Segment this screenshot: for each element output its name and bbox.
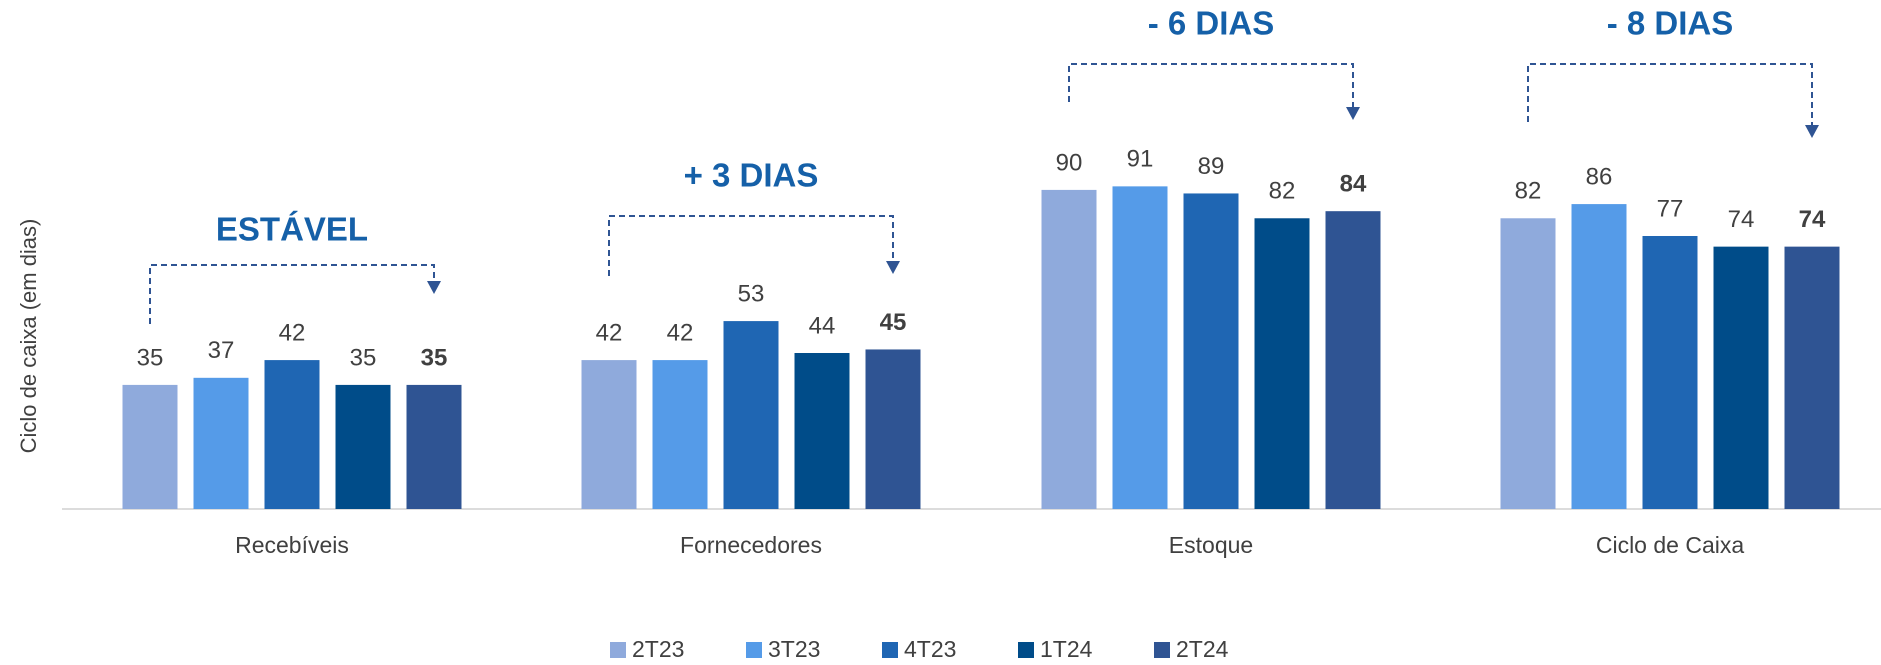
x-tick-label: Fornecedores (680, 532, 822, 558)
data-label: 42 (279, 319, 306, 346)
bracket (149, 264, 435, 324)
legend-label: 4T23 (904, 636, 956, 662)
bar (335, 384, 391, 509)
bar (1713, 246, 1769, 510)
data-label: 89 (1198, 153, 1225, 180)
annotation: + 3 DIAS (684, 157, 819, 194)
data-label: 45 (880, 309, 907, 336)
bar (406, 384, 462, 509)
bar (581, 360, 637, 509)
x-tick-label: Estoque (1169, 532, 1253, 558)
bracket-arrow (886, 261, 900, 274)
data-label: 77 (1657, 195, 1684, 222)
bracket (608, 215, 894, 276)
data-label: 74 (1799, 206, 1826, 233)
data-label: 44 (809, 312, 836, 339)
bar (1784, 246, 1840, 510)
data-label: 42 (596, 319, 623, 346)
data-label: 86 (1586, 163, 1613, 190)
bracket (1527, 63, 1813, 126)
annotation: - 8 DIAS (1607, 5, 1734, 42)
legend-swatch (610, 642, 626, 658)
data-label: 74 (1728, 206, 1755, 233)
legend-swatch (1018, 642, 1034, 658)
bar (193, 377, 249, 509)
data-label: 53 (738, 280, 765, 307)
legend-swatch (882, 642, 898, 658)
legend-label: 3T23 (768, 636, 820, 662)
bar (1571, 204, 1627, 509)
x-tick-label: Ciclo de Caixa (1596, 532, 1744, 558)
bar (794, 353, 850, 509)
data-label: 42 (667, 319, 694, 346)
bar (865, 349, 921, 509)
x-tick-label: Recebíveis (235, 532, 349, 558)
legend-label: 1T24 (1040, 636, 1093, 662)
data-label: 82 (1269, 178, 1296, 205)
bar (652, 360, 708, 509)
legend-swatch (1154, 642, 1170, 658)
legend-label: 2T24 (1176, 636, 1229, 662)
bracket-arrow (1346, 107, 1360, 120)
data-label: 91 (1127, 146, 1154, 173)
data-label: 84 (1340, 171, 1367, 198)
bar (1183, 193, 1239, 510)
data-label: 35 (350, 344, 377, 371)
bar (1642, 236, 1698, 509)
y-axis-label: Ciclo de caixa (em dias) (16, 219, 41, 454)
data-label: 37 (208, 337, 235, 364)
bar (1112, 186, 1168, 509)
bar (723, 321, 779, 509)
bar (122, 384, 178, 509)
bracket-arrow (1805, 125, 1819, 138)
annotation: - 6 DIAS (1148, 5, 1275, 42)
bar (1325, 211, 1381, 509)
bracket-arrow (427, 281, 441, 294)
bar (1254, 218, 1310, 510)
legend-label: 2T23 (632, 636, 684, 662)
legend-swatch (746, 642, 762, 658)
bracket (1068, 63, 1354, 108)
data-label: 90 (1056, 149, 1083, 176)
data-label: 35 (137, 344, 164, 371)
data-label: 82 (1515, 178, 1542, 205)
data-label: 35 (421, 344, 448, 371)
bar (264, 360, 320, 509)
bar (1500, 218, 1556, 510)
bar (1041, 189, 1097, 509)
annotation: ESTÁVEL (216, 211, 368, 248)
